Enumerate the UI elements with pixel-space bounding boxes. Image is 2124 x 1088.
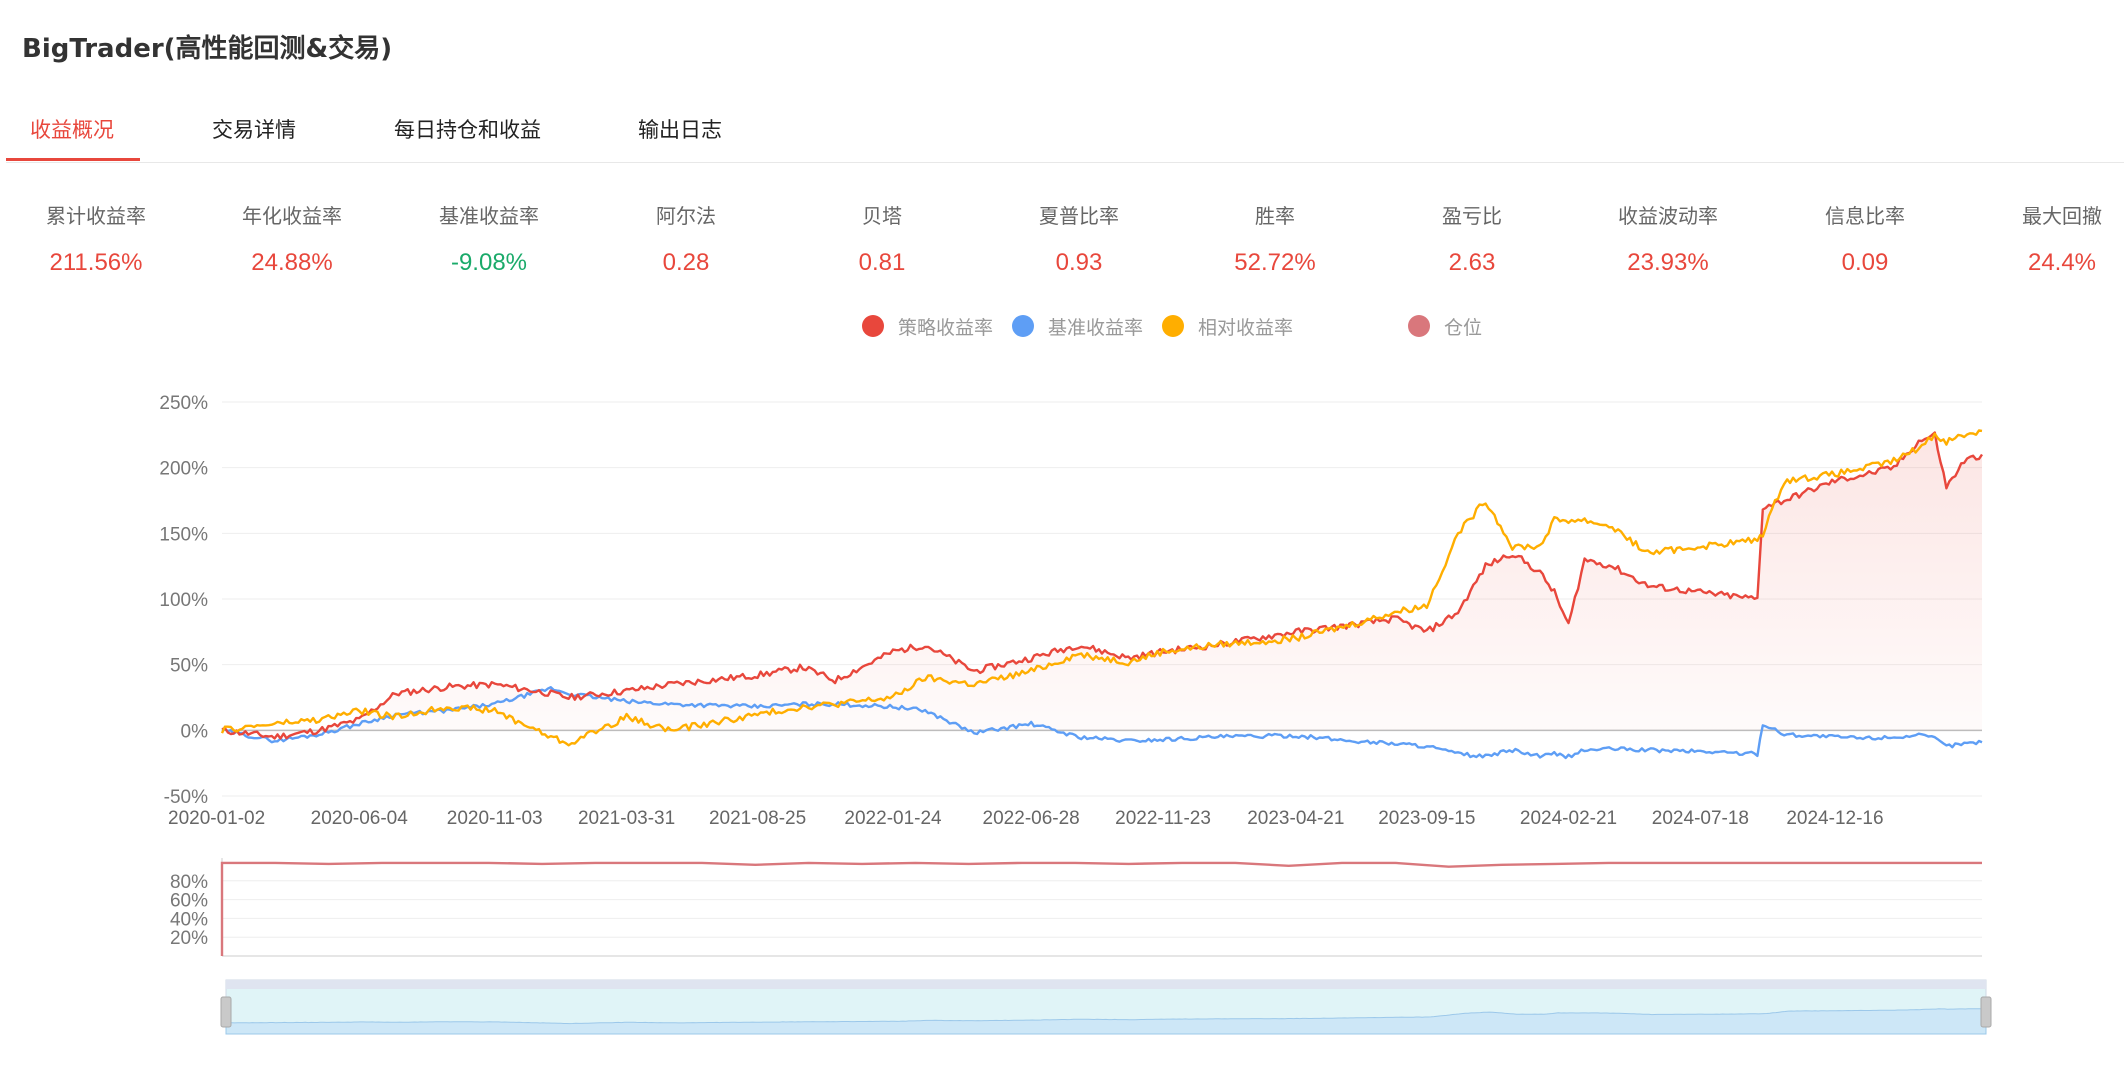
- metric-value: 0.09: [1841, 249, 1889, 276]
- y-tick-label: 40%: [170, 909, 208, 930]
- legend-item-strategy-return[interactable]: 策略收益率: [862, 312, 993, 340]
- x-tick-label: 2024-12-16: [1786, 808, 1883, 829]
- tab-bar: 收益概况 交易详情 每日持仓和收益 输出日志: [6, 100, 2124, 163]
- metric-value: 211.56%: [49, 249, 143, 276]
- tab-output-log[interactable]: 输出日志: [638, 118, 722, 142]
- legend-label: 基准收益率: [1048, 316, 1144, 339]
- metric-max-drawdown: 最大回撤 24.4%: [1972, 200, 2124, 277]
- metric-label: 信息比率: [1825, 204, 1905, 228]
- x-tick-label: 2024-02-21: [1520, 808, 1617, 829]
- series-line-benchmark: [221, 686, 1983, 760]
- circle-icon: [1162, 315, 1184, 337]
- active-tab-underline: [6, 158, 140, 161]
- series-line-position: [220, 861, 1982, 956]
- series-line-relative: [220, 429, 1983, 747]
- metric-information-ratio: 信息比率 0.09: [1775, 200, 1955, 277]
- metric-value: 24.88%: [251, 249, 333, 276]
- x-tick-label: 2021-08-25: [709, 808, 806, 829]
- circle-icon: [1012, 315, 1034, 337]
- zoom-preview-area: [225, 1008, 1987, 1035]
- circle-icon: [862, 315, 884, 337]
- metric-win-rate: 胜率 52.72%: [1185, 200, 1365, 277]
- metric-cumulative-return: 累计收益率 211.56%: [6, 200, 186, 277]
- chart-legend: 策略收益率 基准收益率 相对收益率 仓位: [0, 312, 2124, 342]
- legend-item-benchmark-return[interactable]: 基准收益率: [1012, 312, 1143, 340]
- zoom-handle-right[interactable]: [1980, 996, 1992, 1028]
- legend-label: 相对收益率: [1198, 316, 1294, 339]
- tab-returns-overview[interactable]: 收益概况: [30, 118, 114, 142]
- y-tick-label: 0%: [181, 721, 209, 742]
- tab-trade-details[interactable]: 交易详情: [212, 118, 296, 142]
- metric-label: 基准收益率: [439, 204, 539, 228]
- y-tick-label: -50%: [164, 787, 208, 808]
- metric-value: 24.4%: [2027, 249, 2097, 276]
- y-tick-label: 100%: [159, 590, 208, 611]
- metric-label: 年化收益率: [242, 204, 342, 228]
- zoom-handle-left[interactable]: [220, 996, 232, 1028]
- metric-value: 0.28: [662, 249, 710, 276]
- series-line-strategy: [221, 431, 1983, 740]
- metric-sharpe-ratio: 夏普比率 0.93: [989, 200, 1169, 277]
- legend-item-relative-return[interactable]: 相对收益率: [1162, 312, 1293, 340]
- x-tick-label: 2023-09-15: [1378, 808, 1475, 829]
- x-tick-label: 2021-03-31: [578, 808, 675, 829]
- metric-benchmark-return: 基准收益率 -9.08%: [399, 200, 579, 277]
- x-tick-label: 2022-01-24: [844, 808, 942, 829]
- metric-annual-return: 年化收益率 24.88%: [202, 200, 382, 277]
- zoom-drag-bar[interactable]: [226, 980, 1986, 989]
- legend-item-position[interactable]: 仓位: [1408, 312, 1482, 340]
- x-tick-label: 2022-06-28: [983, 808, 1080, 829]
- x-tick-label: 2023-04-21: [1247, 808, 1344, 829]
- strategy-area: [222, 432, 1982, 739]
- x-tick-label: 2024-07-18: [1652, 808, 1749, 829]
- metric-label: 收益波动率: [1618, 204, 1718, 228]
- metric-profit-loss-ratio: 盈亏比 2.63: [1382, 200, 1562, 277]
- metric-label: 胜率: [1255, 204, 1295, 228]
- y-tick-label: 150%: [159, 524, 208, 545]
- metric-value: 52.72%: [1234, 249, 1316, 276]
- metric-return-volatility: 收益波动率 23.93%: [1578, 200, 1758, 277]
- metric-label: 贝塔: [862, 204, 902, 228]
- metric-label: 累计收益率: [46, 204, 146, 228]
- y-tick-label: 80%: [170, 872, 208, 893]
- app-title: BigTrader(高性能回测&交易): [22, 34, 393, 64]
- metric-value: 23.93%: [1627, 249, 1709, 276]
- legend-label: 仓位: [1444, 316, 1483, 339]
- metric-value: 2.63: [1448, 249, 1496, 276]
- y-tick-label: 20%: [170, 928, 208, 949]
- y-tick-label: 60%: [170, 891, 208, 912]
- metric-label: 最大回撤: [2022, 204, 2102, 228]
- metric-value: -9.08%: [450, 249, 528, 276]
- metric-value: 0.93: [1055, 249, 1103, 276]
- x-tick-label: 2020-01-02: [168, 808, 265, 829]
- circle-icon: [1408, 315, 1430, 337]
- metric-alpha: 阿尔法 0.28: [596, 200, 776, 277]
- y-tick-label: 50%: [170, 656, 208, 677]
- x-tick-label: 2022-11-23: [1115, 808, 1211, 829]
- metrics-row: 累计收益率 211.56% 年化收益率 24.88% 基准收益率 -9.08% …: [0, 200, 2124, 290]
- x-tick-label: 2020-06-04: [311, 808, 409, 829]
- legend-label: 策略收益率: [898, 316, 994, 339]
- y-tick-label: 200%: [159, 459, 208, 480]
- metric-label: 夏普比率: [1039, 204, 1119, 228]
- y-tick-label: 250%: [159, 393, 208, 414]
- metric-label: 阿尔法: [656, 204, 716, 228]
- x-tick-label: 2020-11-03: [447, 808, 543, 829]
- metric-beta: 贝塔 0.81: [792, 200, 972, 277]
- tab-daily-positions-returns[interactable]: 每日持仓和收益: [394, 118, 541, 142]
- metric-label: 盈亏比: [1442, 204, 1502, 228]
- metric-value: 0.81: [858, 249, 906, 276]
